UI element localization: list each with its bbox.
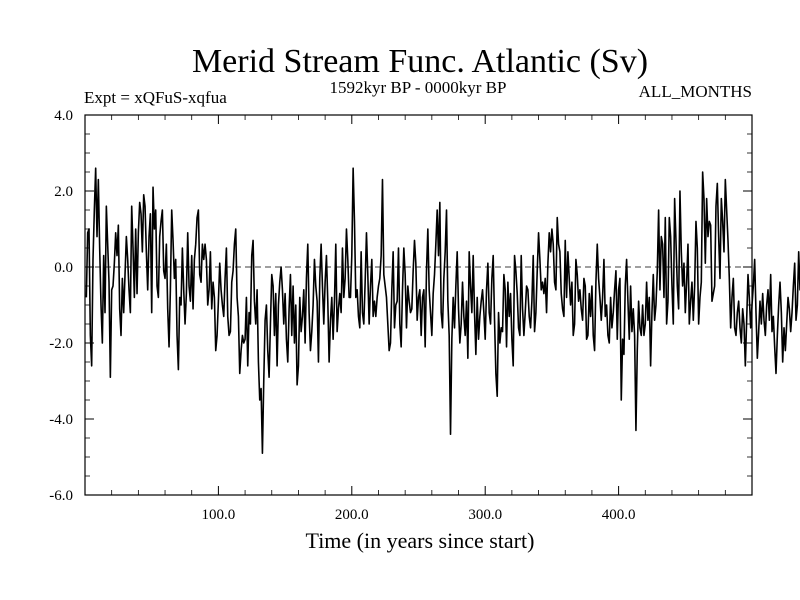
x-axis: 100.0 200.0 300.0 400.0 (111, 115, 726, 523)
y-tick-label: -6.0 (49, 488, 73, 504)
x-tick-label: 200.0 (335, 507, 369, 523)
y-tick-label: 2.0 (54, 184, 73, 200)
chart-title: Merid Stream Func. Atlantic (Sv) (192, 43, 648, 80)
y-tick-label: -2.0 (49, 336, 73, 352)
y-tick-label: -4.0 (49, 412, 73, 428)
y-tick-label: 0.0 (54, 260, 73, 276)
x-tick-label: 100.0 (202, 507, 236, 523)
x-tick-label: 400.0 (602, 507, 636, 523)
series-line (85, 167, 800, 455)
x-tick-label: 300.0 (468, 507, 502, 523)
months-label: ALL_MONTHS (639, 82, 752, 101)
y-tick-label: 4.0 (54, 108, 73, 124)
x-axis-label: Time (in years since start) (306, 528, 535, 553)
experiment-label: Expt = xQFuS-xqfua (84, 88, 227, 107)
y-axis: -6.0 -4.0 -2.0 0.0 2.0 4.0 (49, 108, 752, 504)
time-range-label: 1592kyr BP - 0000kyr BP (330, 78, 507, 97)
